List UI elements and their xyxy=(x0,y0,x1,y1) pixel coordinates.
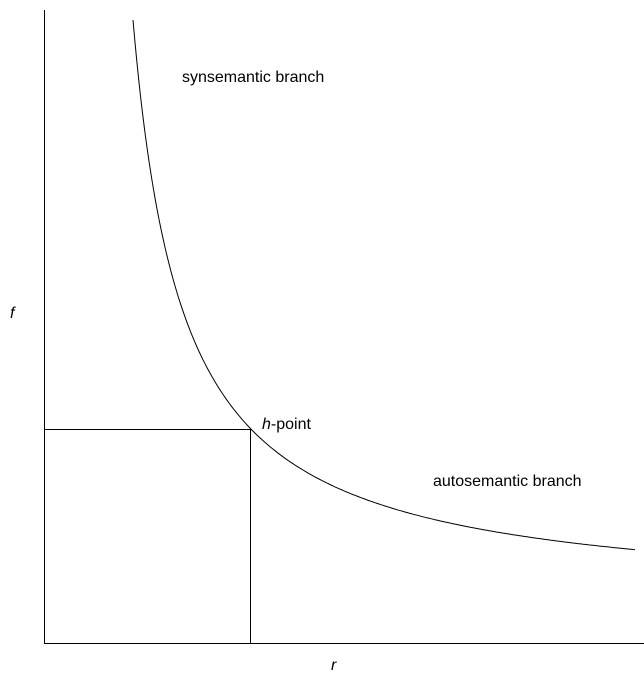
y-axis-label: f xyxy=(10,305,16,322)
h-point-label: h-point xyxy=(262,416,311,433)
x-axis-label: r xyxy=(331,657,337,674)
synsemantic-label: synsemantic branch xyxy=(182,69,324,86)
autosemantic-label: autosemantic branch xyxy=(433,473,582,490)
curve xyxy=(132,19,636,551)
